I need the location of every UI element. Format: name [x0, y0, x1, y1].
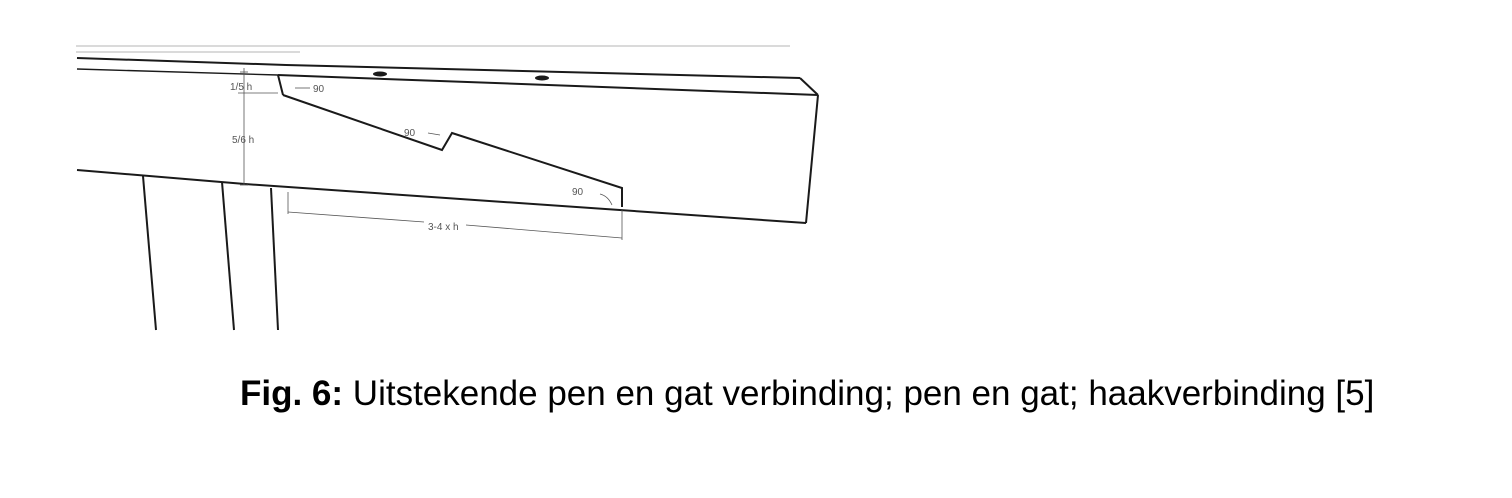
caption-label: Fig. 6: — [240, 374, 344, 413]
caption-text: Uitstekende pen en gat verbinding; pen e… — [343, 374, 1375, 413]
support-posts — [142, 175, 279, 331]
figure-caption: Fig. 6: Uitstekende pen en gat verbindin… — [240, 374, 1374, 414]
right-beam — [244, 64, 819, 224]
angle-label-2: 90 — [404, 128, 416, 139]
dim-label-top: 1/5 h — [230, 82, 252, 93]
vertical-dimension — [238, 68, 278, 186]
angle-leader-3 — [599, 193, 613, 206]
timber-joint-diagram: 1/5 h 5/6 h 3-4 x h 90 90 90 — [76, 45, 819, 331]
dim-label-length: 3-4 x h — [428, 222, 459, 233]
angle-label-3: 90 — [572, 187, 584, 198]
pin-hole-1 — [373, 71, 387, 77]
pin-hole-2 — [535, 75, 549, 81]
angle-label-1: 90 — [313, 84, 325, 95]
horizontal-dimension — [287, 192, 623, 240]
dim-label-middle: 5/6 h — [232, 135, 254, 146]
angle-leader-2 — [427, 132, 441, 136]
left-beam — [76, 57, 287, 185]
